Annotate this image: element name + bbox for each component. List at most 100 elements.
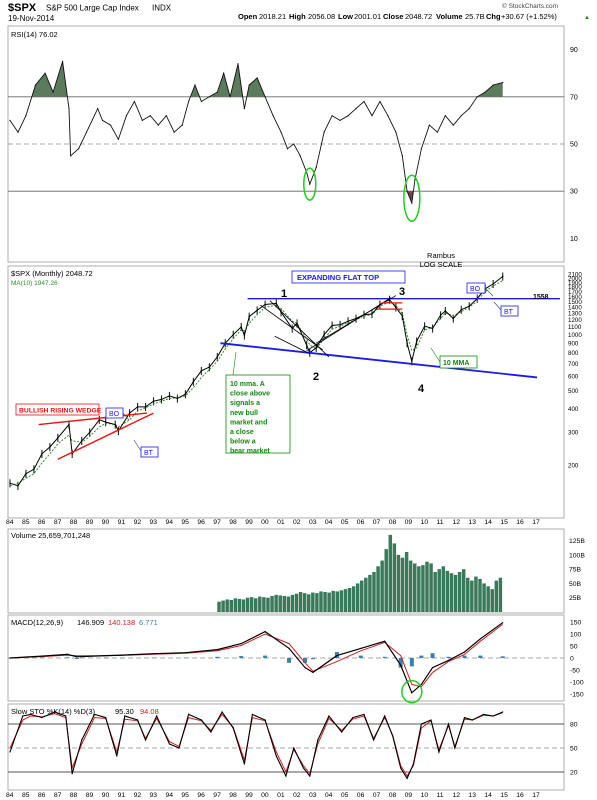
volume-tick-label: 100B [569, 552, 585, 559]
rsi-point [379, 100, 381, 103]
volume-bar [368, 574, 372, 612]
volume-bar [372, 572, 376, 612]
rsi-panel: 90 70 50 30 10 [8, 47, 578, 243]
price-point [49, 446, 51, 448]
macd-hist-bar [382, 656, 387, 658]
rsi-point [77, 148, 80, 150]
bottom-x-tick-label: 00 [261, 792, 269, 799]
price-x-tick-label: 09 [405, 519, 413, 526]
macd-point [463, 651, 466, 653]
rsi-point [200, 100, 202, 103]
macd-point [184, 652, 187, 654]
rsi-point [109, 124, 112, 126]
copyright-text: © StockCharts.com [502, 2, 558, 10]
price-point [315, 347, 317, 349]
volume-panel: 125B 100B 75B 50B 25B [217, 534, 585, 612]
volume-bar [311, 592, 315, 612]
macd-point [9, 657, 11, 659]
rsi-point [97, 108, 99, 110]
sto-point [81, 739, 83, 741]
bo-upper-box [466, 282, 486, 294]
price-x-tick-label: 98 [229, 519, 237, 526]
stochastic-panel: 80 50 20 [8, 710, 578, 780]
mma-note-line: bear market [230, 448, 270, 455]
price-tick-label: 900 [568, 340, 579, 347]
price-x-tick-label: 87 [54, 519, 62, 526]
price-point [423, 325, 426, 327]
price-x-tick-label: 86 [38, 519, 46, 526]
bottom-x-tick-label: 84 [6, 792, 14, 799]
price-tick-label: 500 [568, 388, 579, 395]
rsi-point [141, 119, 143, 121]
sto-point [471, 719, 474, 721]
price-point [89, 431, 91, 433]
sto-point [447, 723, 450, 725]
bottom-x-tick-label: 93 [150, 792, 158, 799]
price-tick-label: 1200 [568, 317, 582, 324]
log-scale-label: LOG SCALE [420, 260, 463, 269]
price-point [439, 314, 442, 316]
volume-bar [307, 594, 311, 612]
macd-tick-label: -150 [570, 692, 584, 699]
sto-point [65, 715, 67, 717]
wedge-label: BULLISH RISING WEDGE [19, 408, 102, 415]
macd-signal-line [9, 624, 504, 688]
bottom-x-tick-label: 91 [118, 792, 126, 799]
price-point [104, 421, 107, 423]
price-point [411, 360, 413, 362]
expanding-bottom-line [220, 342, 538, 379]
sto-point [264, 719, 266, 721]
wedge-box [15, 403, 100, 416]
price-x-tick-label: 97 [213, 519, 221, 526]
price-point [460, 309, 462, 311]
rsi-point [149, 115, 151, 117]
price-point [256, 309, 258, 312]
macd-hist-bar [358, 655, 363, 658]
rsi-tick-label: 50 [570, 142, 578, 149]
sto-point [136, 719, 139, 721]
macd-hist-bar [74, 658, 79, 659]
price-point [502, 275, 504, 278]
macd-hist-bar [151, 657, 156, 659]
rsi-point [502, 82, 504, 84]
volume-bar [229, 600, 234, 612]
price-point [9, 482, 11, 484]
price-point [444, 310, 447, 312]
sto-point [22, 715, 24, 717]
bottom-x-tick-label: 04 [325, 792, 333, 799]
header-exchange: INDX [152, 4, 172, 13]
sto-point [221, 711, 223, 713]
expanding-flat-top-box [291, 270, 406, 284]
price-point [401, 315, 403, 317]
sto-point [30, 713, 32, 716]
price-tick-label: 1300 [568, 311, 582, 318]
sto-point [93, 713, 96, 716]
level-1558-label: 1558 [533, 294, 549, 301]
sto-point [210, 731, 212, 733]
sto-point [187, 713, 190, 716]
bo-lower-leader [122, 412, 130, 421]
price-x-tick-label: 89 [86, 519, 94, 526]
volume-bar [445, 570, 450, 612]
sto-point [302, 767, 305, 769]
price-point [144, 406, 147, 408]
volume-bar [286, 596, 291, 612]
rsi-point [286, 148, 289, 150]
rsi-point [492, 84, 494, 86]
macd-point [216, 649, 218, 651]
volume-bar [360, 580, 364, 612]
price-x-tick-label: 02 [293, 519, 301, 526]
volume-bar [380, 560, 384, 612]
price-point [208, 366, 211, 368]
rsi-legend: RSI(14) 76.02 [11, 30, 58, 39]
macd-signal-legend-value: 140.138 [108, 618, 135, 627]
volume-bar [408, 560, 413, 612]
rsi-green-circle-2002 [303, 167, 317, 201]
rsi-point [133, 100, 135, 103]
price-x-tick-label: 93 [150, 519, 158, 526]
mma-10-leader [430, 347, 441, 363]
ma-legend: MA(10) 1947.26 [11, 280, 58, 287]
chart-header: $SPX S&P 500 Large Cap Index INDX 19-Nov… [8, 2, 590, 23]
volume-bar [355, 583, 360, 612]
price-point [452, 317, 454, 320]
